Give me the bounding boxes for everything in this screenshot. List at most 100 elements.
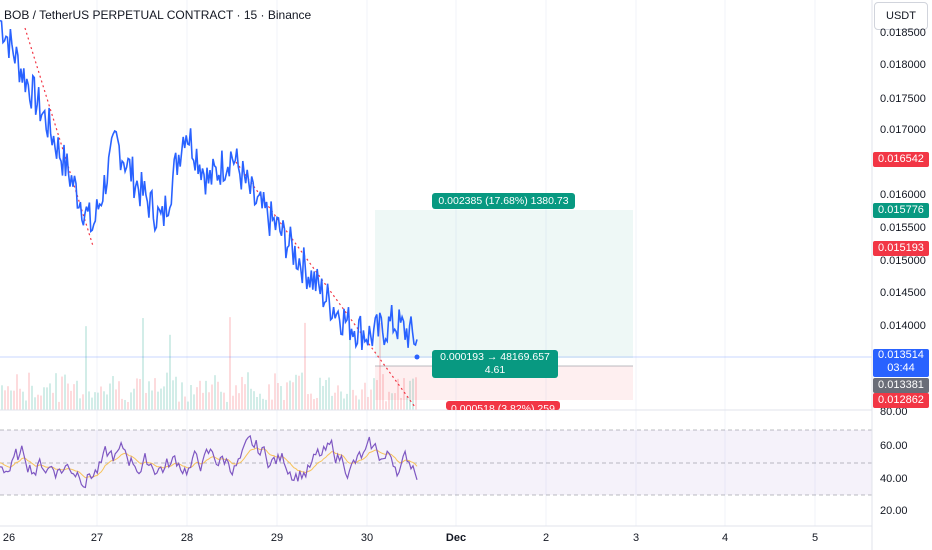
volume-bar xyxy=(379,322,381,410)
volume-bar xyxy=(241,376,243,410)
volume-bar xyxy=(253,391,255,410)
volume-bar xyxy=(415,377,417,410)
volume-bar xyxy=(151,390,153,410)
volume-bar xyxy=(139,379,141,410)
price-badge-green: 0.015776 xyxy=(873,203,929,218)
volume-bar xyxy=(370,389,372,410)
x-axis-label: 28 xyxy=(180,532,194,544)
price-series-line[interactable] xyxy=(0,19,418,351)
volume-bar xyxy=(244,384,246,410)
target-zone[interactable] xyxy=(375,210,633,358)
target-label[interactable]: 0.002385 (17.68%) 1380.73 xyxy=(432,193,575,209)
x-axis-label: Dec xyxy=(445,532,467,544)
volume-bar xyxy=(367,396,369,410)
volume-bar xyxy=(124,399,126,410)
volume-bar xyxy=(202,392,204,410)
volume-bar xyxy=(373,378,375,410)
entry-label[interactable]: 0.000193 → 48169.657 4.61 xyxy=(432,350,558,378)
y-axis-label: 0.018500 xyxy=(880,27,926,39)
y-axis-label: 0.014500 xyxy=(880,287,926,299)
currency-button[interactable]: USDT xyxy=(874,2,928,30)
volume-bar xyxy=(100,386,102,410)
volume-bar xyxy=(316,397,318,410)
volume-bar xyxy=(319,377,321,410)
volume-bar xyxy=(391,393,393,410)
volume-bar xyxy=(166,372,168,410)
x-axis-label: 27 xyxy=(90,532,104,544)
x-axis-label: 29 xyxy=(270,532,284,544)
volume-bar xyxy=(10,390,12,410)
volume-bar xyxy=(334,392,336,410)
volume-bar xyxy=(346,393,348,410)
rsi-axis-label: 40.00 xyxy=(880,473,908,485)
volume-bar xyxy=(271,399,273,410)
volume-bar xyxy=(145,392,147,410)
volume-bar xyxy=(313,399,315,410)
volume-bar xyxy=(49,383,51,410)
bar-countdown: 03:44 xyxy=(887,362,915,374)
volume-bar xyxy=(103,391,105,410)
volume-bar xyxy=(349,335,351,410)
rsi-line[interactable] xyxy=(0,434,418,489)
volume-bar xyxy=(109,383,111,410)
volume-bar xyxy=(331,395,333,410)
trendline-1[interactable] xyxy=(24,27,94,247)
volume-bar xyxy=(262,398,264,410)
volume-bar xyxy=(259,393,261,410)
stop-label[interactable]: 0.000518 (3.82%) 259 xyxy=(446,401,560,410)
y-axis-label: 0.015500 xyxy=(880,222,926,234)
volume-bar xyxy=(355,395,357,410)
volume-bar xyxy=(409,380,411,410)
volume-bar xyxy=(286,382,288,410)
volume-bar xyxy=(58,401,60,410)
volume-bar xyxy=(406,396,408,410)
volume-bar xyxy=(403,378,405,410)
volume-bar xyxy=(64,374,66,410)
volume-bar xyxy=(136,378,138,410)
x-axis-label: 30 xyxy=(360,532,374,544)
chart-title[interactable]: BOB / TetherUS PERPETUAL CONTRACT · 15 ·… xyxy=(4,8,312,22)
volume-bar xyxy=(361,389,363,410)
volume-bar xyxy=(280,386,282,410)
volume-bar xyxy=(238,393,240,410)
volume-bar xyxy=(277,383,279,410)
volume-bar xyxy=(148,381,150,410)
volume-bar xyxy=(154,378,156,410)
volume-bar xyxy=(37,394,39,410)
volume-bar xyxy=(388,391,390,410)
volume-bar xyxy=(67,383,69,410)
volume-bar xyxy=(229,317,231,410)
y-axis-label: 0.016000 xyxy=(880,189,926,201)
volume-bar xyxy=(274,373,276,410)
volume-bar xyxy=(352,389,354,410)
price-badge-red: 0.015193 xyxy=(873,241,929,256)
volume-bar xyxy=(307,394,309,410)
x-axis-label: 4 xyxy=(721,532,729,544)
volume-bar xyxy=(310,393,312,410)
volume-bar xyxy=(412,378,414,410)
price-badge-gray: 0.013381 xyxy=(873,378,929,393)
volume-bar xyxy=(34,397,36,410)
volume-bar xyxy=(199,380,201,410)
rsi-axis-label: 80.00 xyxy=(880,406,908,418)
volume-bar xyxy=(208,392,210,410)
y-axis-label: 0.014000 xyxy=(880,320,926,332)
volume-bar xyxy=(304,322,306,410)
volume-bar xyxy=(76,380,78,410)
volume-bar xyxy=(133,388,135,410)
volume-bar xyxy=(211,384,213,410)
y-axis-label: 0.018000 xyxy=(880,59,926,71)
volume-bar xyxy=(85,326,87,410)
volume-bar xyxy=(397,378,399,410)
volume-bar xyxy=(1,385,3,410)
volume-bar xyxy=(382,374,384,410)
volume-bar xyxy=(73,384,75,410)
price-badge-red: 0.016542 xyxy=(873,152,929,167)
volume-bar xyxy=(163,386,165,410)
volume-bar xyxy=(4,390,6,410)
volume-bar xyxy=(235,385,237,410)
volume-bar xyxy=(7,386,9,410)
current-price-badge: 0.013514 03:44 xyxy=(873,349,929,377)
volume-bar xyxy=(142,318,144,410)
